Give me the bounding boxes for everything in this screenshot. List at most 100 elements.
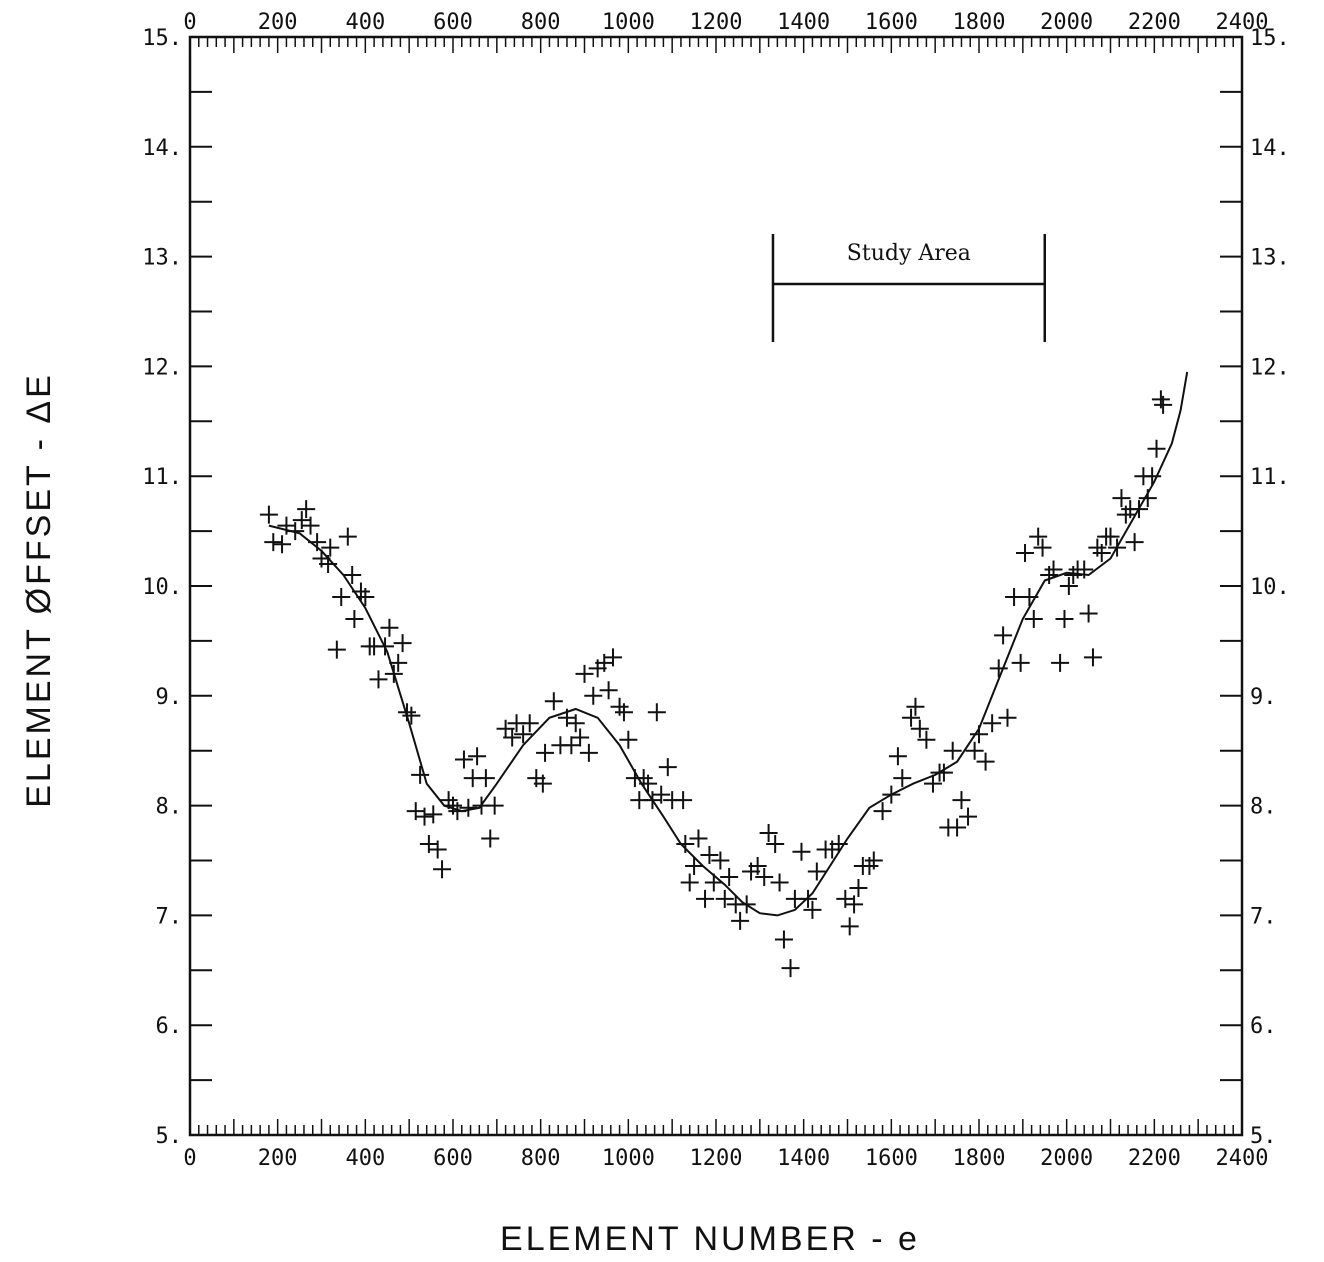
- x-tick-label-top: 2400: [1216, 10, 1269, 35]
- data-point-marker: [428, 840, 447, 859]
- x-tick-label-bottom: 800: [521, 1146, 561, 1171]
- data-point-marker: [468, 747, 487, 766]
- data-point-marker: [1033, 538, 1052, 557]
- y-tick-label-right: 7.: [1250, 904, 1277, 929]
- data-point-marker: [286, 522, 305, 541]
- y-tick-label-left: 6.: [156, 1014, 183, 1039]
- data-point-marker: [845, 895, 864, 914]
- x-tick-label-top: 800: [521, 10, 561, 35]
- data-point-marker: [343, 566, 362, 585]
- y-tick-label-left: 14.: [142, 136, 182, 161]
- plot-frame: [188, 35, 1244, 1137]
- data-point-marker: [599, 681, 618, 700]
- data-point-marker: [459, 798, 478, 817]
- data-point-marker: [902, 708, 921, 727]
- data-point-marker: [1005, 587, 1024, 606]
- data-point-marker: [1075, 560, 1094, 579]
- y-tick-label-left: 7.: [156, 904, 183, 929]
- data-point-marker: [1011, 653, 1030, 672]
- data-point-marker: [959, 807, 978, 826]
- data-point-marker: [715, 889, 734, 908]
- x-axis-title: ELEMENT NUMBER - e: [500, 1220, 920, 1258]
- data-point-marker: [520, 714, 539, 733]
- data-point-marker: [799, 889, 818, 908]
- y-tick-label-right: 8.: [1250, 795, 1277, 820]
- data-point-marker: [603, 648, 622, 667]
- data-point-marker: [297, 500, 316, 519]
- data-point-marker: [970, 725, 988, 744]
- data-point-marker: [575, 664, 594, 683]
- study-area-annotation: Study Area: [771, 234, 1046, 343]
- y-tick-label-right: 12.: [1250, 355, 1290, 380]
- x-tick-label-bottom: 1200: [690, 1146, 743, 1171]
- y-tick-label-left: 8.: [156, 795, 183, 820]
- data-point-marker: [674, 791, 693, 810]
- x-tick-label-top: 1800: [953, 10, 1006, 35]
- y-tick-label-right: 5.: [1250, 1124, 1277, 1149]
- data-point-marker: [1112, 489, 1131, 508]
- y-tick-label-left: 15.: [142, 26, 182, 51]
- data-point-marker: [579, 743, 598, 762]
- data-point-marker: [766, 835, 785, 854]
- data-point-marker: [906, 697, 925, 716]
- data-point-marker: [893, 769, 912, 788]
- x-tick-label-bottom: 1600: [865, 1146, 918, 1171]
- data-point-marker: [882, 785, 901, 804]
- x-tick-label-top: 1000: [602, 10, 655, 35]
- x-tick-label-top: 1200: [690, 10, 743, 35]
- data-point-marker: [345, 609, 364, 628]
- data-point-marker: [259, 505, 278, 524]
- x-tick-label-top: 200: [258, 10, 298, 35]
- data-point-marker: [424, 805, 443, 824]
- y-tick-label-left: 10.: [142, 575, 182, 600]
- x-tick-label-top: 2200: [1128, 10, 1181, 35]
- x-tick-label-top: 400: [345, 10, 385, 35]
- data-point-marker: [696, 889, 715, 908]
- data-point-marker: [1101, 527, 1120, 546]
- y-tick-label-left: 12.: [142, 355, 182, 380]
- data-point-marker: [943, 741, 962, 760]
- data-point-marker: [389, 653, 408, 672]
- data-point-marker: [781, 959, 800, 978]
- x-tick-label-bottom: 2400: [1216, 1146, 1269, 1171]
- data-point-marker: [1154, 395, 1173, 414]
- y-tick-label-left: 5.: [156, 1124, 183, 1149]
- x-tick-label-bottom: 1400: [777, 1146, 830, 1171]
- data-point-marker: [917, 730, 936, 749]
- data-point-marker: [711, 851, 730, 870]
- x-tick-label-top: 600: [433, 10, 473, 35]
- data-point-marker: [264, 533, 283, 552]
- x-tick-label-bottom: 1800: [953, 1146, 1006, 1171]
- x-tick-label-top: 0: [183, 10, 196, 35]
- data-point-marker: [415, 807, 434, 826]
- data-point-marker: [1083, 648, 1102, 667]
- y-tick-label-right: 9.: [1250, 685, 1277, 710]
- data-point-marker: [1143, 467, 1162, 486]
- data-point-marker: [873, 802, 892, 821]
- y-tick-label-right: 11.: [1250, 465, 1290, 490]
- data-point-marker: [888, 747, 907, 766]
- data-point-marker: [680, 873, 699, 892]
- y-tick-label-right: 10.: [1250, 575, 1290, 600]
- data-point-marker: [976, 752, 995, 771]
- data-point-marker: [840, 917, 859, 936]
- axis-ticks: [189, 36, 1243, 1136]
- data-point-marker: [652, 785, 671, 804]
- data-point-marker: [952, 791, 971, 810]
- y-tick-label-right: 14.: [1250, 136, 1290, 161]
- data-point-marker: [748, 856, 767, 875]
- data-point-marker: [433, 860, 452, 879]
- data-point-marker: [1051, 653, 1070, 672]
- data-point-marker: [332, 587, 351, 606]
- data-point-marker: [807, 862, 826, 881]
- data-point-marker: [639, 774, 658, 793]
- data-point-marker: [356, 587, 375, 606]
- x-tick-label-bottom: 1000: [602, 1146, 655, 1171]
- data-point-marker: [731, 911, 750, 930]
- data-point-marker: [402, 706, 421, 725]
- data-point-marker: [481, 829, 500, 848]
- x-tick-label-bottom: 600: [433, 1146, 473, 1171]
- data-point-marker: [700, 846, 719, 865]
- y-tick-label-left: 11.: [142, 465, 182, 490]
- data-point-marker: [658, 758, 677, 777]
